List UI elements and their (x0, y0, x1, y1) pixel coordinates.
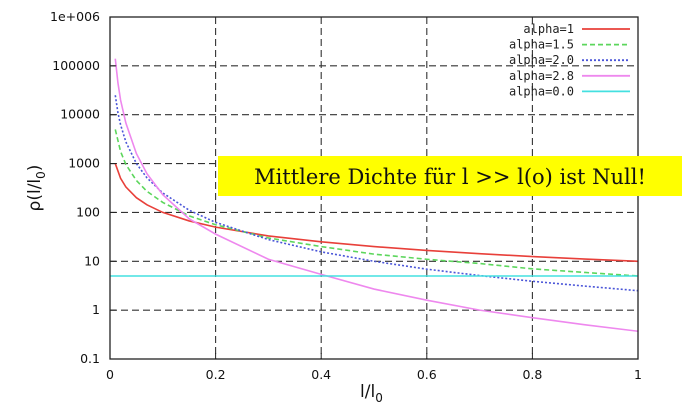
y-tick-label: 10000 (60, 107, 100, 122)
annotation-box (218, 156, 682, 196)
legend-label: alpha=2.0 (509, 53, 574, 67)
y-tick-label: 100000 (52, 58, 100, 73)
series-line-3 (114, 95, 639, 292)
y-axis-title: ρ(l/l0) (25, 165, 48, 212)
y-axis-title-main: ρ(l/l (25, 179, 45, 212)
x-tick-label: 0 (106, 367, 114, 382)
y-tick-label: 1e+006 (50, 9, 100, 24)
y-tick-label: 0.1 (80, 351, 100, 366)
x-tick-label: 0.4 (311, 367, 331, 382)
x-axis-title-main: l/l (360, 382, 375, 402)
y-tick-label: 100 (76, 204, 100, 219)
legend-label: alpha=1 (523, 22, 574, 36)
annotation-text: Mittlere Dichte für l >> l(o) ist Null! (254, 165, 646, 189)
legend-label: alpha=1.5 (509, 38, 574, 52)
x-tick-label: 0.2 (206, 367, 226, 382)
legend-label: alpha=2.8 (509, 69, 574, 83)
x-axis-title: l/l0 (360, 382, 383, 405)
y-axis-title-subscript: 0 (34, 171, 48, 179)
y-tick-label: 1000 (68, 156, 100, 171)
series-group (110, 58, 639, 333)
y-axis-title-close: ) (25, 165, 45, 172)
y-tick-labels: 0.1 1 10 100 1000 10000 100000 1e+006 (50, 9, 116, 366)
x-tick-label: 1 (634, 367, 642, 382)
series-line-4 (114, 58, 639, 333)
series-line-2 (114, 129, 639, 277)
x-tick-label: 0.8 (522, 367, 542, 382)
x-tick-label: 0.6 (417, 367, 437, 382)
legend-label: alpha=0.0 (509, 84, 574, 98)
x-tick-labels: 0 0.2 0.4 0.6 0.8 1 (106, 353, 642, 382)
y-tick-label: 1 (92, 302, 100, 317)
x-axis-title-subscript: 0 (375, 391, 383, 405)
y-tick-label: 10 (84, 253, 100, 268)
annotation-callout: Mittlere Dichte für l >> l(o) ist Null! (218, 156, 682, 196)
